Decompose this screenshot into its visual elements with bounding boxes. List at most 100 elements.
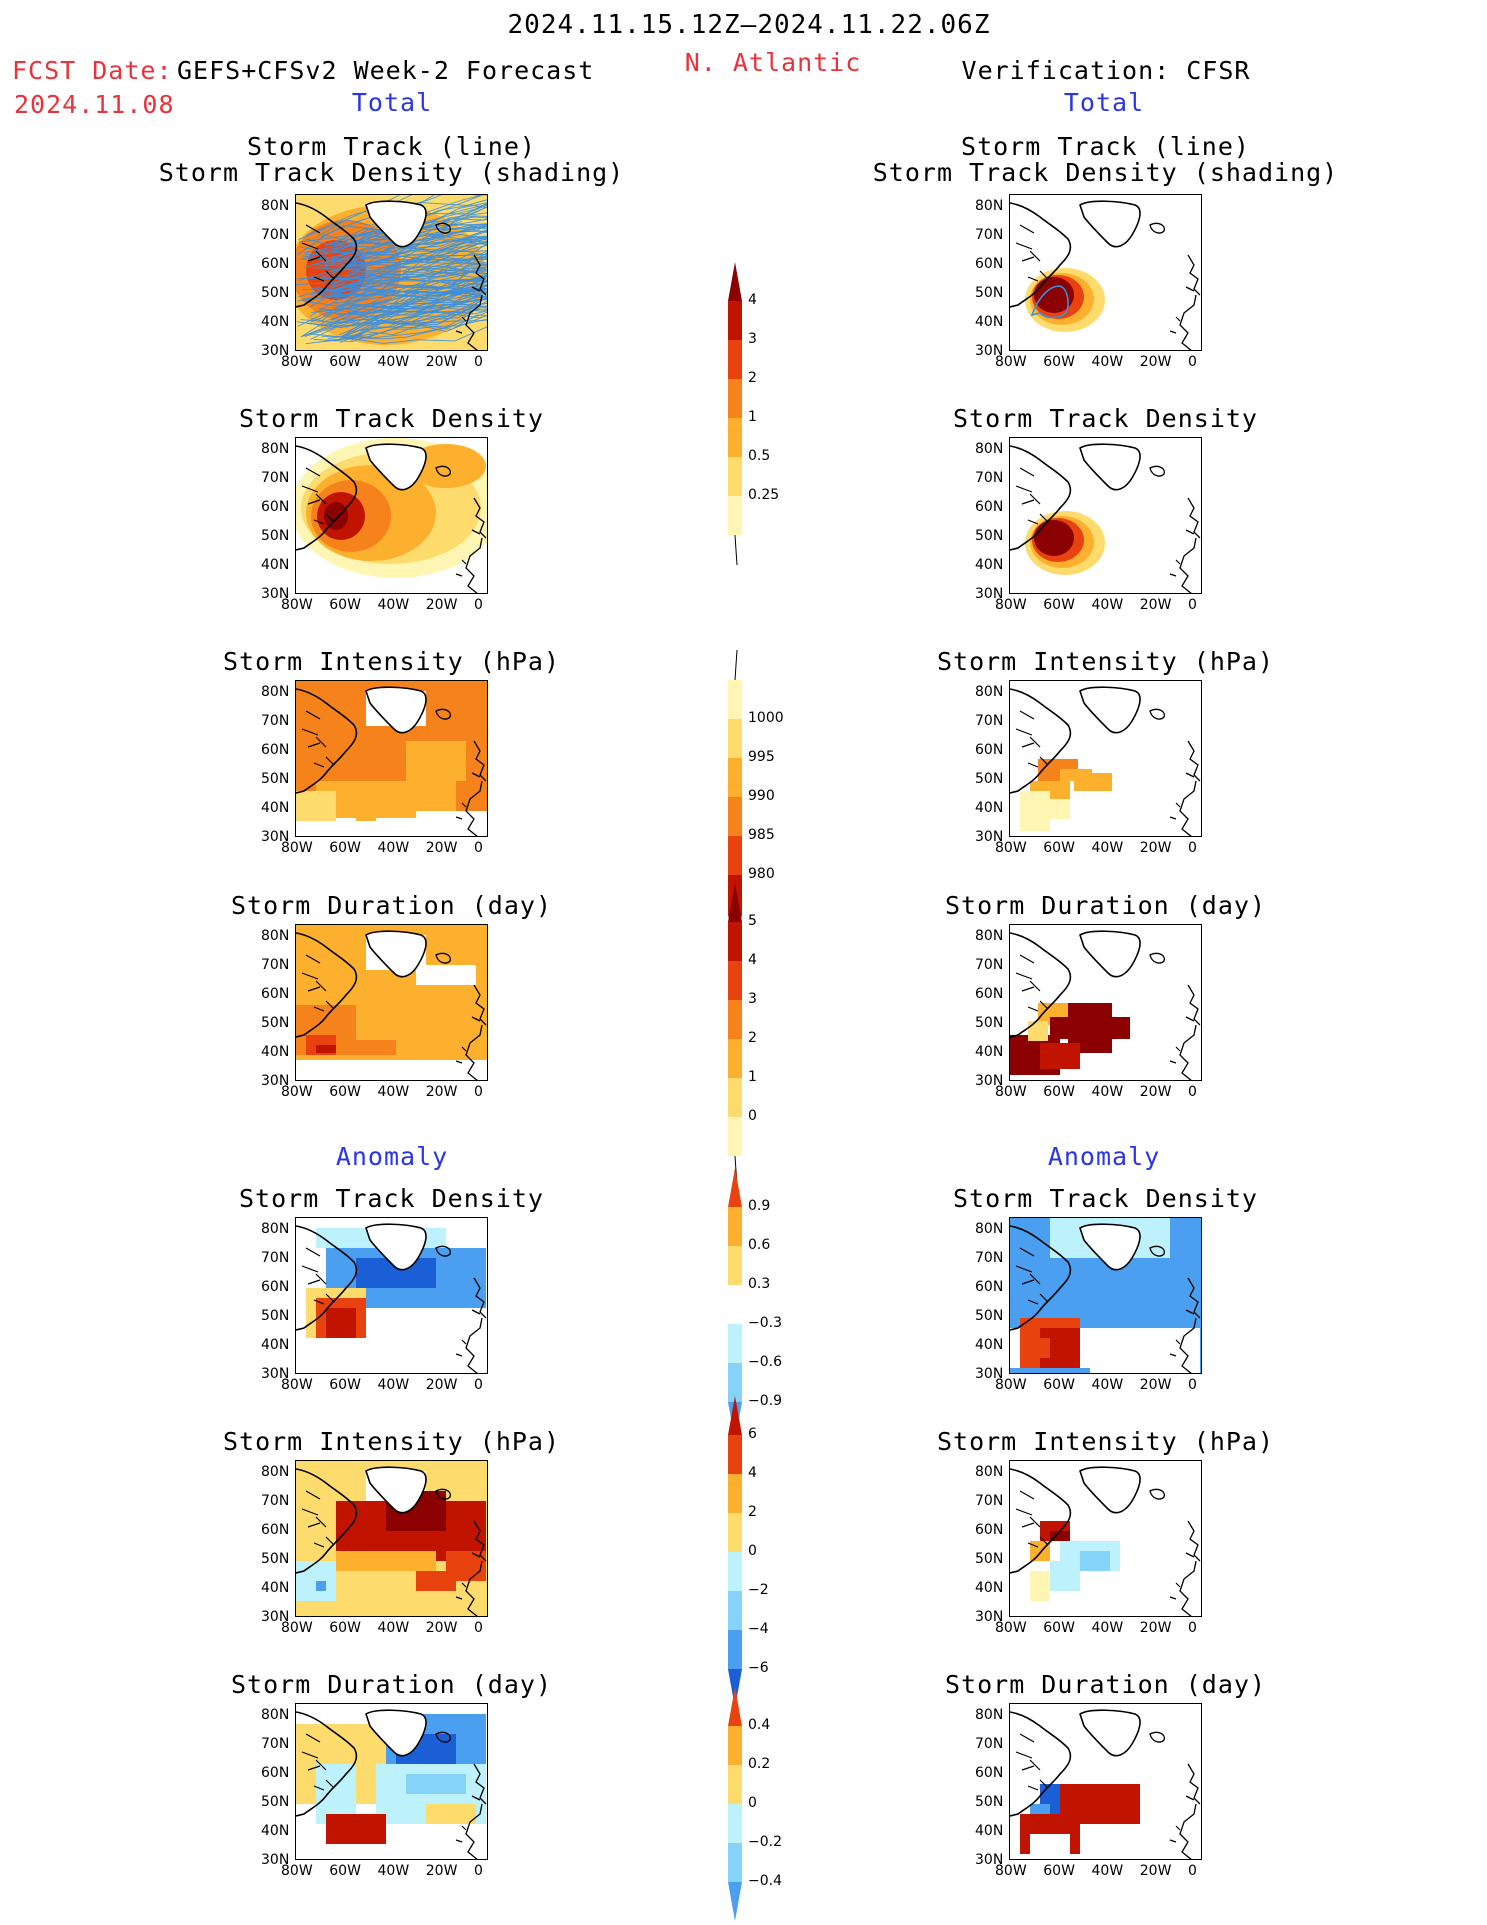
colorbar-segment bbox=[728, 1117, 742, 1156]
lat-tick-label: 50N bbox=[261, 1551, 290, 1567]
lon-tick-label: 80W bbox=[995, 1620, 1027, 1636]
colorbar-segment bbox=[728, 922, 742, 961]
colorbar-segment bbox=[728, 1804, 742, 1843]
colorbar-label: 0.2 bbox=[748, 1756, 771, 1772]
panel-title: Storm Intensity (hPa) bbox=[936, 647, 1275, 676]
lon-tick-label: 20W bbox=[1139, 1084, 1172, 1100]
colorbar-segment bbox=[728, 1630, 742, 1669]
colorbar-label: 0.9 bbox=[748, 1198, 771, 1214]
panel-title: Storm Intensity (hPa) bbox=[936, 1427, 1275, 1456]
colorbar-arrow-up bbox=[728, 883, 742, 922]
lat-tick-label: 30N bbox=[261, 1609, 290, 1625]
lat-tick-label: 70N bbox=[975, 1736, 1004, 1752]
colorbar-segment bbox=[728, 680, 742, 719]
colorbar-label: −0.3 bbox=[748, 1315, 782, 1331]
lon-tick-label: 80W bbox=[995, 1377, 1027, 1393]
lat-tick-label: 30N bbox=[261, 586, 290, 602]
colorbar-label: −0.2 bbox=[748, 1834, 782, 1850]
section-total-left: Total bbox=[351, 88, 433, 117]
lat-tick-label: 70N bbox=[975, 1250, 1004, 1266]
lat-tick-label: 30N bbox=[261, 1073, 290, 1089]
lat-tick-label: 80N bbox=[261, 1464, 290, 1480]
lat-tick-label: 60N bbox=[261, 742, 290, 758]
lat-tick-label: 60N bbox=[975, 1522, 1004, 1538]
lon-tick-label: 40W bbox=[1091, 1620, 1124, 1636]
lat-tick-label: 50N bbox=[261, 1794, 290, 1810]
map-panel-R-duration bbox=[1009, 924, 1202, 1081]
lon-tick-label: 20W bbox=[425, 840, 458, 856]
map-panel-R-track bbox=[1009, 194, 1202, 351]
lon-tick-label: 40W bbox=[377, 1863, 410, 1879]
lon-tick-label: 40W bbox=[377, 354, 410, 370]
colorbar-segment bbox=[728, 1474, 742, 1513]
map-panel-R-density bbox=[1009, 437, 1202, 594]
colorbar-segment bbox=[728, 340, 742, 379]
panel-title: Storm Track Density bbox=[953, 1184, 1258, 1213]
colorbar-label: −0.6 bbox=[748, 1354, 782, 1370]
lat-tick-label: 80N bbox=[261, 1707, 290, 1723]
panel-title: Storm Duration (day) bbox=[944, 1670, 1267, 1699]
lat-tick-label: 70N bbox=[261, 713, 290, 729]
lon-tick-label: 40W bbox=[377, 597, 410, 613]
colorbar-label: 3 bbox=[748, 331, 757, 347]
lat-tick-label: 60N bbox=[975, 1765, 1004, 1781]
colorbar-label: 5 bbox=[748, 913, 757, 929]
panel-title: Storm Duration (day) bbox=[230, 1670, 553, 1699]
colorbar-label: 0.4 bbox=[748, 1717, 771, 1733]
lat-tick-label: 40N bbox=[975, 1337, 1004, 1353]
lon-tick-label: 80W bbox=[281, 1377, 313, 1393]
lat-tick-label: 60N bbox=[261, 256, 290, 272]
lat-tick-label: 30N bbox=[975, 1073, 1004, 1089]
panel-title: Storm Duration (day) bbox=[944, 891, 1267, 920]
lat-tick-label: 30N bbox=[261, 829, 290, 845]
colorbar-label: 2 bbox=[748, 1504, 757, 1520]
lat-tick-label: 80N bbox=[261, 1221, 290, 1237]
lon-tick-label: 40W bbox=[377, 1620, 410, 1636]
colorbar-label: 990 bbox=[748, 788, 775, 804]
lat-tick-label: 50N bbox=[975, 285, 1004, 301]
colorbar-label: −2 bbox=[748, 1582, 769, 1598]
colorbar-density_anom: 0.9 0.6 0.3 −0.3 −0.6 −0.9 bbox=[728, 1168, 782, 1441]
lat-tick-label: 50N bbox=[261, 1015, 290, 1031]
lon-tick-label: 20W bbox=[1139, 1377, 1172, 1393]
colorbar-label: 4 bbox=[748, 1465, 757, 1481]
lat-tick-label: 50N bbox=[975, 1551, 1004, 1567]
colorbar-segment bbox=[728, 1591, 742, 1630]
lat-tick-label: 40N bbox=[261, 1337, 290, 1353]
lon-tick-label: 60W bbox=[329, 354, 361, 370]
lon-tick-label: 0 bbox=[474, 1377, 483, 1393]
colorbar-segment bbox=[728, 1513, 742, 1552]
lon-tick-label: 80W bbox=[281, 354, 313, 370]
lon-tick-label: 20W bbox=[1139, 1863, 1172, 1879]
lat-tick-label: 40N bbox=[261, 557, 290, 573]
lon-tick-label: 80W bbox=[995, 840, 1027, 856]
lat-tick-label: 30N bbox=[261, 343, 290, 359]
lat-tick-label: 30N bbox=[975, 1852, 1004, 1868]
lon-tick-label: 20W bbox=[425, 1863, 458, 1879]
colorbar-duration_anom: 0.4 0.2 0 −0.2 −0.4 bbox=[728, 1687, 782, 1921]
lat-tick-label: 30N bbox=[975, 1366, 1004, 1382]
colorbar-segment bbox=[728, 1765, 742, 1804]
colorbar-segment bbox=[728, 1843, 742, 1882]
panel-subtitle: Storm Track Density (shading) bbox=[872, 158, 1339, 187]
lat-tick-label: 80N bbox=[975, 198, 1004, 214]
panel-title: Storm Intensity (hPa) bbox=[222, 647, 561, 676]
colorbar-label: 4 bbox=[748, 952, 757, 968]
colorbar-segment bbox=[728, 457, 742, 496]
colorbar-segment bbox=[728, 1552, 742, 1591]
lat-tick-label: 80N bbox=[975, 441, 1004, 457]
lon-tick-label: 0 bbox=[474, 354, 483, 370]
panel-title: Storm Intensity (hPa) bbox=[222, 1427, 561, 1456]
lat-tick-label: 80N bbox=[261, 198, 290, 214]
section-anomaly-right: Anomaly bbox=[1047, 1142, 1161, 1171]
lon-tick-label: 20W bbox=[425, 354, 458, 370]
lat-tick-label: 70N bbox=[261, 957, 290, 973]
lon-tick-label: 40W bbox=[377, 1377, 410, 1393]
map-panel-R-density-anom bbox=[1009, 1217, 1202, 1374]
lon-tick-label: 60W bbox=[1043, 1620, 1075, 1636]
lon-tick-label: 0 bbox=[474, 1863, 483, 1879]
lat-tick-label: 80N bbox=[975, 1464, 1004, 1480]
colorbar-label: −0.4 bbox=[748, 1873, 782, 1889]
lon-tick-label: 80W bbox=[281, 597, 313, 613]
colorbar-segment bbox=[728, 1207, 742, 1246]
